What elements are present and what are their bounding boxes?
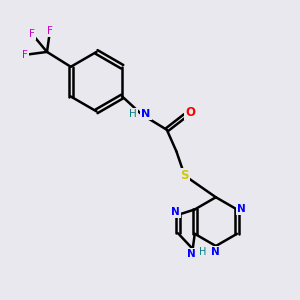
- Text: F: F: [22, 50, 28, 60]
- Text: N: N: [237, 204, 245, 214]
- Text: N: N: [171, 207, 179, 218]
- Text: N: N: [212, 247, 220, 257]
- Text: O: O: [186, 106, 196, 119]
- Text: F: F: [29, 29, 35, 39]
- Text: H: H: [129, 109, 137, 119]
- Text: S: S: [180, 169, 189, 182]
- Text: H: H: [199, 248, 206, 257]
- Text: F: F: [47, 26, 53, 36]
- Text: N: N: [141, 109, 151, 119]
- Text: N: N: [187, 249, 196, 259]
